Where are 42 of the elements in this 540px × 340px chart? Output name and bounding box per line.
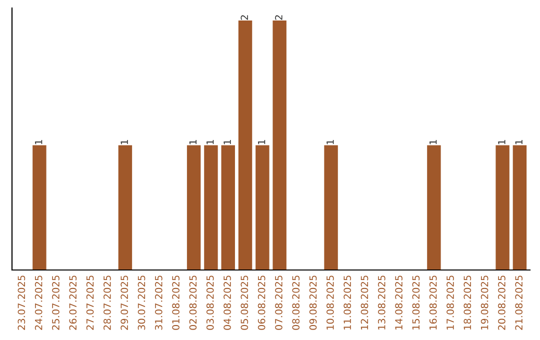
x-tick-label: 31.07.2025 (154, 276, 162, 330)
x-tick-label: 15.08.2025 (412, 276, 420, 330)
data-label: 1 (258, 140, 266, 144)
x-tick-label: 21.08.2025 (515, 276, 523, 330)
data-label: 1 (430, 140, 437, 144)
data-label: 1 (189, 140, 196, 144)
x-tick-label: 17.08.2025 (446, 276, 454, 330)
data-label: 1 (498, 140, 506, 144)
data-label: 1 (206, 140, 214, 144)
x-tick-label: 05.08.2025 (240, 276, 248, 330)
x-tick-label: 10.08.2025 (326, 276, 334, 330)
data-label: 2 (275, 15, 282, 20)
x-tick-label: 11.08.2025 (344, 276, 352, 330)
x-tick-label: 01.08.2025 (172, 276, 180, 330)
x-tick-label: 18.08.2025 (464, 276, 472, 330)
x-tick-label: 25.07.2025 (52, 276, 60, 330)
x-tick-label: 04.08.2025 (224, 276, 231, 330)
x-tick-label: 14.08.2025 (395, 276, 402, 330)
x-tick-label: 27.07.2025 (86, 276, 94, 330)
x-tick-label: 30.07.2025 (138, 276, 146, 330)
x-tick-label: 23.07.2025 (18, 276, 26, 330)
data-label: 1 (35, 140, 42, 144)
x-tick-label: 09.08.2025 (309, 276, 317, 330)
data-label: 2 (240, 15, 248, 20)
data-label: 1 (120, 140, 128, 144)
data-label: 1 (224, 140, 231, 144)
x-tick-label: 12.08.2025 (360, 276, 368, 330)
x-tick-label: 24.07.2025 (34, 276, 42, 330)
x-tick-label: 16.08.2025 (429, 276, 437, 330)
x-tick-label: 20.08.2025 (498, 276, 506, 330)
x-tick-label: 07.08.2025 (275, 276, 282, 330)
data-label: 1 (326, 140, 334, 144)
x-tick-label: 02.08.2025 (189, 276, 197, 330)
x-tick-label: 29.07.2025 (120, 276, 128, 330)
x-tick-label: 19.08.2025 (480, 276, 488, 330)
x-tick-label: 03.08.2025 (206, 276, 214, 330)
x-tick-label: 08.08.2025 (292, 276, 300, 330)
x-tick-label: 26.07.2025 (69, 276, 77, 330)
data-label: 1 (515, 140, 522, 144)
x-tick-label: 28.07.2025 (104, 276, 111, 330)
x-tick-label: 06.08.2025 (258, 276, 266, 330)
x-tick-label: 13.08.2025 (378, 276, 386, 330)
